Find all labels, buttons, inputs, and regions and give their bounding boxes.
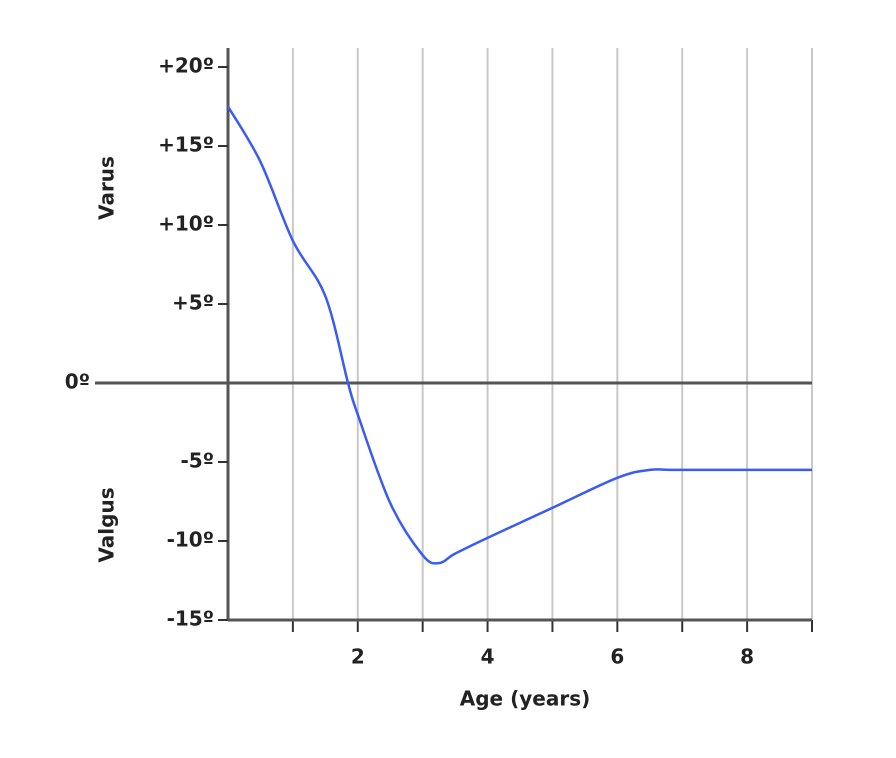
y-axis-label-bottom: Valgus — [95, 487, 119, 562]
y-tick-label: +10º — [158, 212, 214, 236]
y-tick-label: -5º — [181, 449, 215, 473]
x-tick-label: 6 — [610, 645, 624, 669]
x-tick-label: 8 — [740, 645, 754, 669]
y-tick-label: +5º — [172, 291, 214, 315]
y-tick-label: +20º — [158, 54, 214, 78]
y-tick-label: +15º — [158, 133, 214, 157]
x-tick-label: 4 — [481, 645, 495, 669]
x-axis-label: Age (years) — [460, 687, 590, 711]
data-line — [226, 105, 812, 565]
y-tick-label: 0º — [65, 370, 90, 394]
x-tick-label: 2 — [351, 645, 365, 669]
y-axis-label-top: Varus — [95, 156, 119, 220]
y-tick-label: -15º — [167, 607, 214, 631]
y-tick-label: -10º — [167, 528, 214, 552]
